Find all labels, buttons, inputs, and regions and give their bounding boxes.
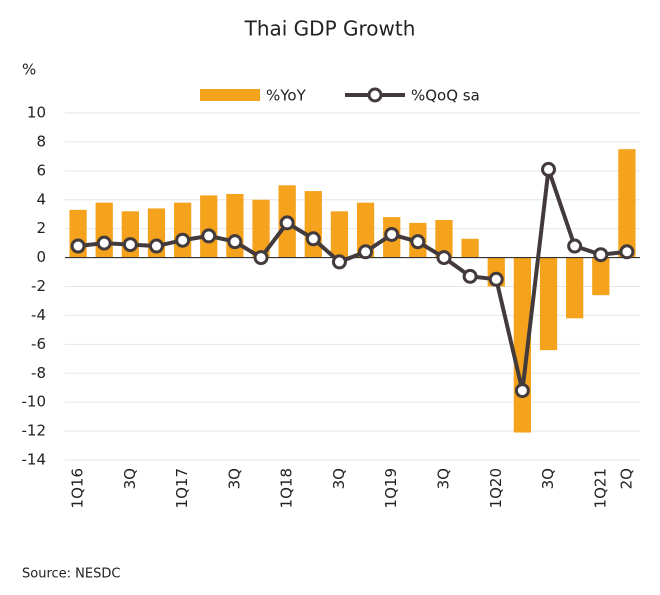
y-unit: %: [22, 61, 36, 79]
y-tick-label: -2: [31, 277, 46, 295]
bar: [618, 149, 636, 258]
y-tick-label: -8: [31, 364, 46, 382]
x-tick-label: 2Q: [617, 468, 635, 489]
legend-marker: [367, 87, 383, 103]
bar: [592, 257, 610, 296]
marker: [148, 238, 164, 254]
x-tick-label: 1Q17: [173, 468, 191, 508]
y-tick-label: 8: [36, 132, 46, 150]
x-tick-label: 3Q: [225, 468, 243, 489]
y-tick-label: 10: [27, 104, 46, 122]
marker: [593, 247, 609, 263]
line: [77, 168, 628, 392]
marker: [541, 161, 557, 177]
marker: [305, 231, 321, 247]
marker: [96, 235, 112, 251]
y-tick-label: -6: [31, 335, 46, 353]
bar: [200, 195, 218, 258]
marker: [384, 226, 400, 242]
x-tick-label: 3Q: [539, 468, 557, 489]
legend-label: %QoQ sa: [411, 87, 480, 105]
bar: [252, 199, 270, 258]
marker: [462, 268, 478, 284]
bar: [461, 238, 479, 258]
marker: [279, 215, 295, 231]
bar: [173, 202, 192, 258]
y-tick-label: 0: [36, 248, 46, 266]
y-tick-label: 4: [36, 190, 46, 208]
bar: [435, 219, 453, 258]
legend-label: %YoY: [266, 87, 307, 105]
marker: [331, 254, 347, 270]
marker: [488, 271, 504, 287]
x-tick-label: 1Q18: [278, 468, 296, 508]
marker: [253, 250, 269, 266]
x-tick-label: 3Q: [434, 468, 452, 489]
x-tick-label: 1Q21: [591, 468, 609, 508]
y-tick-label: -12: [22, 422, 47, 440]
marker: [70, 238, 86, 254]
y-tick-label: -4: [31, 306, 46, 324]
marker: [358, 244, 374, 260]
y-tick-label: -10: [22, 393, 47, 411]
marker: [122, 237, 138, 253]
marker: [567, 238, 583, 254]
marker: [436, 250, 452, 266]
x-tick-label: 3Q: [330, 468, 348, 489]
x-tick-label: 1Q16: [69, 468, 87, 508]
marker: [175, 232, 191, 248]
marker: [619, 244, 635, 260]
chart-title: Thai GDP Growth: [244, 17, 416, 41]
bar: [356, 202, 375, 258]
marker: [227, 234, 243, 250]
source: Source: NESDC: [22, 567, 120, 582]
x-tick-label: 3Q: [121, 468, 139, 489]
bar: [539, 257, 558, 351]
marker: [514, 383, 530, 399]
x-tick-label: 1Q20: [487, 468, 505, 508]
legend-swatch: [200, 89, 260, 101]
y-tick-label: 2: [36, 219, 46, 237]
marker: [410, 234, 426, 250]
bar: [304, 191, 322, 258]
x-tick-label: 1Q19: [382, 468, 400, 508]
y-tick-label: 6: [36, 161, 46, 179]
y-tick-label: -14: [22, 451, 47, 469]
bar: [566, 257, 584, 319]
bar: [330, 211, 349, 258]
marker: [201, 228, 217, 244]
